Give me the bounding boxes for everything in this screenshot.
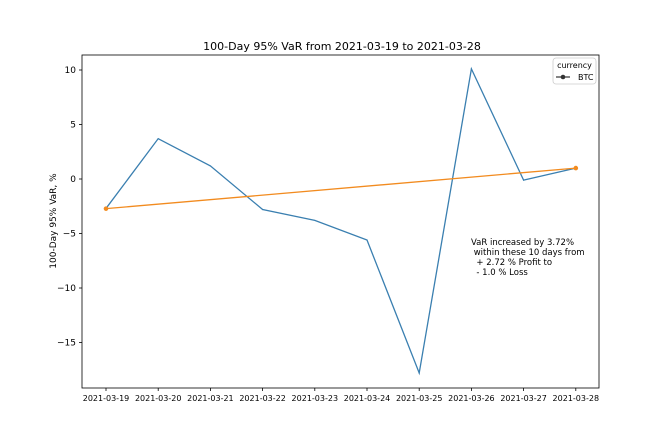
x-tick-label: 2021-03-24: [344, 394, 391, 403]
x-tick-label: 2021-03-19: [83, 394, 130, 403]
y-axis: 10 5 0 −5 −10 −15: [57, 66, 82, 349]
series-line-btc: [105, 66, 576, 376]
series-point: [262, 208, 264, 211]
x-tick-label: 2021-03-22: [239, 394, 286, 403]
annotation-line: within these 10 days from: [471, 248, 585, 258]
x-tick-label: 2021-03-23: [292, 394, 339, 403]
series-point: [314, 219, 316, 222]
annotation-line: - 1.0 % Loss: [471, 268, 528, 278]
x-tick-label: 2021-03-28: [553, 394, 600, 403]
x-tick-label: 2021-03-27: [500, 394, 547, 403]
y-tick-label: 10: [65, 66, 77, 76]
legend: currency BTC: [552, 57, 597, 85]
x-tick-label: 2021-03-21: [187, 394, 234, 403]
trend-start-marker: [103, 206, 109, 211]
annotation-line: + 2.72 % Profit to: [471, 258, 552, 268]
series-point: [470, 68, 472, 70]
var-annotation: VaR increased by 3.72% within these 10 d…: [471, 238, 585, 278]
trend-line: [105, 167, 576, 210]
y-tick-label: −10: [57, 284, 76, 294]
legend-title: currency: [557, 61, 592, 70]
y-tick-label: 0: [70, 175, 76, 185]
x-axis: 2021-03-19 2021-03-20 2021-03-21 2021-03-22…: [83, 388, 599, 403]
y-axis-label: 100-Day 95% VaR, %: [49, 173, 59, 269]
series-layer: [103, 66, 579, 376]
series-point: [157, 138, 159, 140]
y-tick-label: 5: [70, 121, 76, 131]
x-tick-label: 2021-03-26: [448, 394, 495, 403]
series-point: [523, 179, 525, 181]
y-tick-label: −5: [63, 230, 76, 240]
series-point: [418, 372, 420, 374]
legend-marker-dot: [560, 74, 566, 80]
series-point: [366, 239, 368, 241]
x-tick-label: 2021-03-25: [396, 394, 443, 403]
trend-end-marker: [573, 165, 579, 171]
series-point: [209, 165, 211, 167]
plot-area: [81, 54, 600, 389]
legend-series-label: BTC: [578, 73, 594, 82]
chart-title: 100-Day 95% VaR from 2021-03-19 to 2021-…: [203, 40, 481, 53]
y-tick-label: −15: [57, 339, 76, 349]
x-tick-label: 2021-03-20: [135, 394, 182, 403]
annotation-line: VaR increased by 3.72%: [471, 238, 574, 248]
